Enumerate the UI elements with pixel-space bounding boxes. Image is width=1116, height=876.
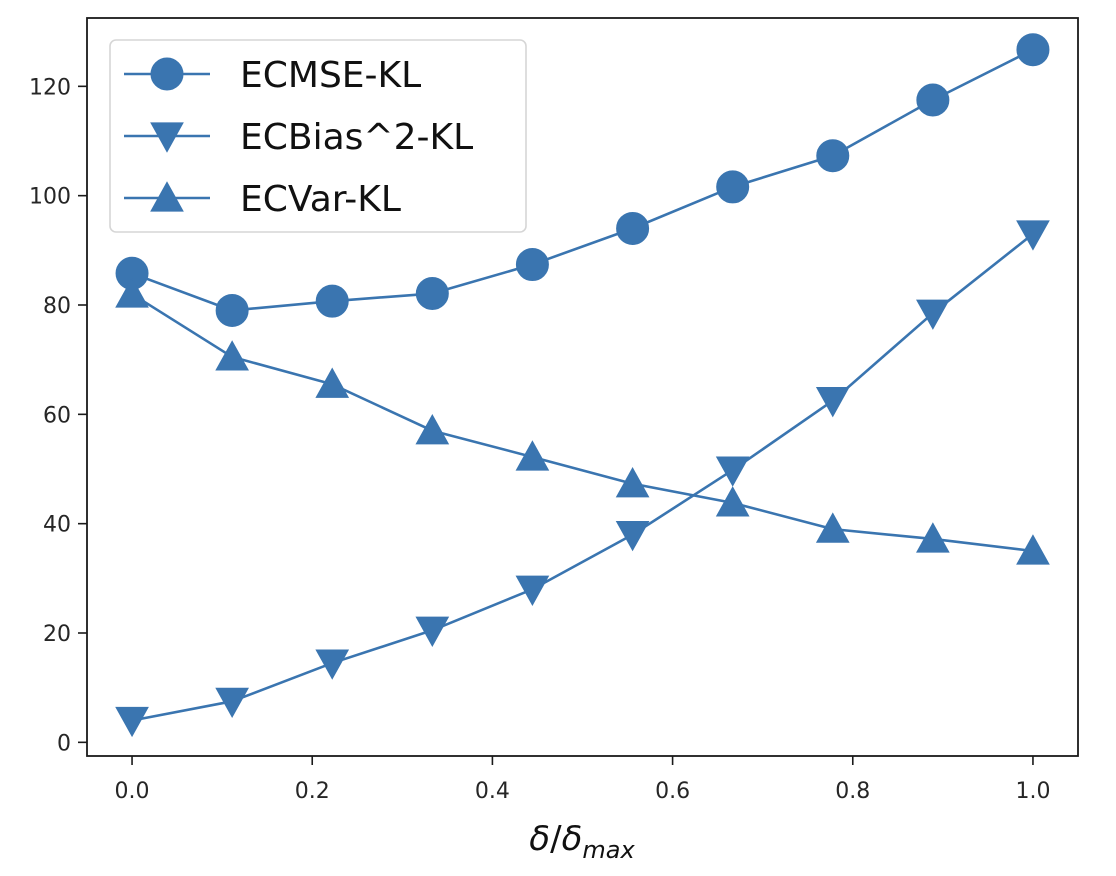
data-point [615,467,650,498]
y-tick-label: 60 [43,403,71,428]
legend-box [109,39,527,233]
x-tick-label: 0.0 [115,779,150,804]
series-line [131,232,1034,722]
series-ecvar-kl [115,277,1050,565]
y-tick-label: 40 [43,513,71,538]
x-tick-label: 1.0 [1015,779,1050,804]
data-point [415,414,450,445]
x-axis-label: δ/δmax [529,819,635,864]
legend-label: ECMSE-KL [240,55,421,96]
y-tick-label: 80 [43,294,71,319]
x-axis-label-numerator: δ [529,819,550,859]
data-point [515,575,550,606]
legend-item: ECVar-KL [124,179,401,220]
data-point [215,293,249,327]
data-point [215,687,249,719]
plot-frame [86,17,1079,757]
x-axis-label-subscript: max [582,836,635,864]
series-ecbias-2-kl [115,220,1050,738]
data-point [815,512,850,543]
y-tick-label: 20 [43,622,71,647]
legend-marker [150,181,184,212]
data-point [816,139,850,173]
y-tick-label: 0 [57,731,71,756]
legend-item: ECBias^2-KL [124,117,473,158]
data-point [315,649,350,680]
legend-label: ECBias^2-KL [240,117,473,158]
data-point [515,248,549,282]
legend-marker [150,57,184,91]
data-point [615,520,650,552]
x-tick-label: 0.6 [655,779,690,804]
data-point [115,277,149,308]
data-point [415,277,449,311]
data-point [716,170,750,204]
data-point [916,299,950,330]
data-point [815,387,850,418]
series-line [131,292,1034,553]
data-point [515,440,550,471]
series-line [131,48,1034,312]
data-point [916,522,950,553]
legend-label: ECVar-KL [240,179,401,220]
legend: ECMSE-KL ECBias^2-KL ECVar-KL [109,39,527,233]
axes: 0.0 0.2 0.4 0.6 0.8 1.0 0 20 40 60 80 100 120 [29,17,1079,804]
data-point [415,616,450,647]
data-point [1016,534,1050,565]
plot-area [115,33,1050,738]
x-axis-label-slash: / [550,819,562,859]
x-tick-label: 0.8 [835,779,870,804]
series-ecmse-kl [115,33,1050,327]
data-point [715,486,750,517]
data-point [315,284,349,318]
y-tick-label: 100 [29,185,71,210]
data-point [215,340,249,371]
data-point [916,83,950,117]
data-point [115,706,149,738]
data-point [1016,220,1050,251]
legend-marker [150,122,184,153]
data-point [616,211,650,245]
data-point [315,367,350,398]
x-tick-label: 0.2 [295,779,330,804]
data-point [715,456,750,487]
data-point [1016,33,1050,67]
x-axis-label-denominator: δ [562,819,583,859]
legend-item: ECMSE-KL [124,55,421,96]
y-tick-label: 120 [29,75,71,100]
x-tick-label: 0.4 [475,779,510,804]
